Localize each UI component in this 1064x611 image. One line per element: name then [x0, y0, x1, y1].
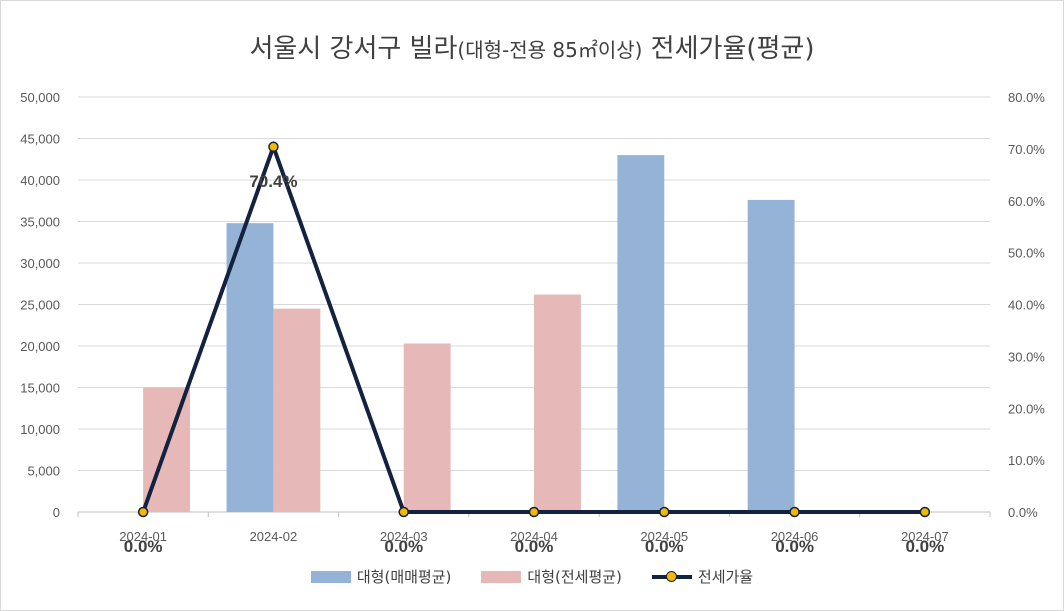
y-right-tick-label: 30.0%: [1008, 349, 1045, 364]
x-tick-label: 2024-02: [250, 529, 298, 544]
ratio-data-label: 0.0%: [645, 537, 684, 556]
y-right-tick-label: 40.0%: [1008, 298, 1045, 313]
ratio-point: [789, 506, 800, 518]
x-tick-label: 2024-03: [380, 529, 428, 544]
y-left-tick-label: 30,000: [20, 256, 60, 271]
x-tick-label: 2024-07: [901, 529, 949, 544]
y-right-tick-label: 80.0%: [1008, 90, 1045, 105]
y-left-tick-label: 10,000: [20, 422, 60, 437]
legend: 대형(매매평균) 대형(전세평균) 전세가율: [0, 566, 1064, 587]
bar-sale: [617, 155, 665, 512]
legend-item-ratio[interactable]: 전세가율: [651, 566, 754, 587]
y-right-tick-label: 60.0%: [1008, 194, 1045, 209]
x-tick-label: 2024-06: [771, 529, 819, 544]
y-left-tick-label: 5,000: [27, 464, 60, 479]
ratio-point: [919, 506, 931, 518]
chart-title: 서울시 강서구 빌라(대형-전용 85㎡이상) 전세가율(평균): [0, 28, 1064, 65]
y-left-tick-label: 25,000: [20, 298, 60, 313]
ratio-point: [528, 506, 540, 518]
y-left-tick-label: 15,000: [20, 381, 60, 396]
ratio-data-label: 0.0%: [905, 537, 944, 556]
y-right-tick-label: 50.0%: [1008, 246, 1045, 261]
x-tick-label: 2024-01: [119, 529, 167, 544]
y-right-tick-label: 10.0%: [1008, 453, 1045, 468]
bar-sale: [226, 223, 274, 512]
legend-swatch-jeonse: [481, 570, 522, 583]
x-tick-label: 2024-04: [510, 529, 558, 544]
ratio-point: [398, 506, 409, 518]
x-tick-label: 2024-05: [640, 529, 688, 544]
chart-title-main: 서울시 강서구 빌라: [249, 34, 458, 64]
y-left-tick-label: 40,000: [20, 173, 60, 188]
y-left-tick-label: 50,000: [20, 90, 60, 105]
ratio-point: [137, 506, 149, 518]
y-right-tick-label: 70.0%: [1008, 142, 1045, 157]
legend-label-jeonse: 대형(전세평균): [527, 568, 622, 586]
ratio-data-label: 0.0%: [384, 537, 423, 556]
ratio-data-label: 70.4%: [249, 172, 297, 191]
legend-item-jeonse[interactable]: 대형(전세평균): [481, 566, 622, 587]
ratio-data-label: 0.0%: [124, 537, 163, 556]
legend-line-marker: [651, 570, 692, 583]
legend-label-sale: 대형(매매평균): [356, 568, 452, 586]
y-left-tick-label: 35,000: [20, 215, 60, 230]
legend-swatch-sale: [310, 570, 351, 583]
y-left-tick-label: 20,000: [20, 339, 60, 354]
ratio-data-label: 0.0%: [775, 537, 814, 556]
bar-jeonse: [534, 294, 581, 512]
ratio-point: [268, 141, 279, 153]
y-right-tick-label: 20.0%: [1008, 401, 1045, 416]
chart-title-tail: 전세가율(평균): [642, 34, 815, 64]
bar-sale: [747, 199, 795, 513]
bar-jeonse: [273, 308, 321, 512]
legend-label-ratio: 전세가율: [697, 568, 754, 586]
ratio-data-label: 0.0%: [515, 537, 554, 556]
chart-title-sub: (대형-전용 85㎡이상): [457, 38, 643, 62]
y-right-tick-label: 0.0%: [1008, 505, 1038, 520]
bar-jeonse: [403, 343, 451, 512]
ratio-point: [659, 506, 670, 518]
y-left-tick-label: 0: [53, 505, 60, 520]
legend-item-sale[interactable]: 대형(매매평균): [310, 566, 452, 587]
y-left-tick-label: 45,000: [20, 132, 60, 147]
